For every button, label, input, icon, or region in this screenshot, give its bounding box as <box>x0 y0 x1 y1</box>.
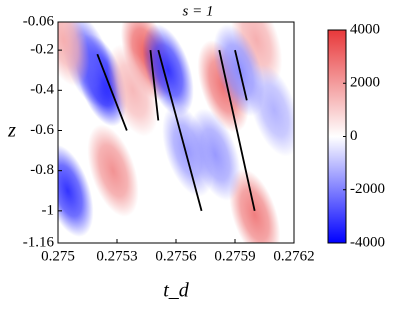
ridge-line <box>234 49 248 101</box>
y-axis-label: z <box>7 120 16 142</box>
colorbar-tick-label: 4000 <box>350 21 380 37</box>
field <box>58 22 294 243</box>
y-tick-label: -0.4 <box>30 82 54 98</box>
ridge-line <box>96 53 128 131</box>
x-axis-label: t_d <box>163 280 190 302</box>
field-blob <box>87 124 139 217</box>
y-tick-label: -0.8 <box>30 162 54 178</box>
y-tick-label: -0.6 <box>30 122 54 138</box>
y-tick-label: -1 <box>42 202 55 218</box>
ridge-line <box>149 50 160 121</box>
y-tick-label: -1.16 <box>23 234 55 250</box>
field-blob <box>58 22 90 87</box>
field-blob <box>162 104 214 197</box>
field-blob <box>58 144 94 237</box>
ridge-line <box>157 49 203 212</box>
chart-title: s = 1 <box>183 3 214 19</box>
ridge-line <box>218 49 256 212</box>
x-tick-label: 0.2756 <box>155 248 197 264</box>
colorbar-tick-label: -4000 <box>350 234 385 250</box>
field-blob <box>229 168 281 243</box>
colorbar-tick-label: 2000 <box>350 75 380 91</box>
colorbar-tick-label: 0 <box>350 128 358 144</box>
y-tick-label: -0.06 <box>23 13 55 29</box>
y-tick-label: -0.2 <box>30 42 54 58</box>
colorbar-tick-label: -2000 <box>350 181 385 197</box>
x-tick-label: 0.275 <box>41 248 75 264</box>
x-tick-label: 0.2759 <box>214 248 255 264</box>
x-tick-label: 0.2762 <box>273 248 314 264</box>
x-tick-label: 0.2753 <box>96 248 137 264</box>
